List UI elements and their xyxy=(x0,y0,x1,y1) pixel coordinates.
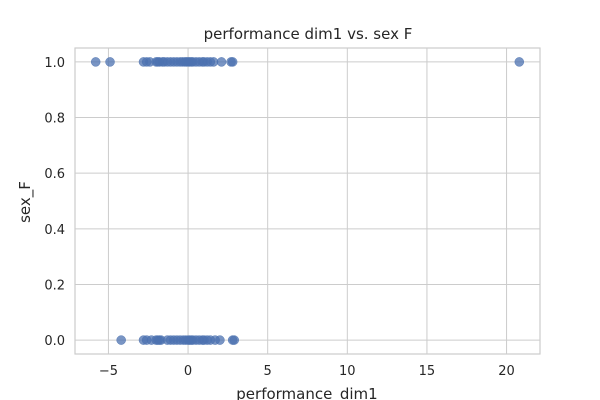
y-tick-label: 0.6 xyxy=(44,167,65,182)
data-point xyxy=(514,57,525,67)
data-points xyxy=(90,57,525,345)
data-point xyxy=(229,335,239,345)
y-tick-label: 0.0 xyxy=(44,334,65,349)
data-point xyxy=(227,57,238,67)
data-point xyxy=(216,57,227,67)
plot-frame xyxy=(74,47,541,355)
y-tick-label: 0.4 xyxy=(44,223,65,238)
y-tick-label: 0.8 xyxy=(44,112,65,127)
data-point xyxy=(116,335,126,345)
x-tick-label: −5 xyxy=(99,364,118,379)
y-tick-label: 0.2 xyxy=(44,278,65,293)
x-tick-label: 5 xyxy=(264,364,272,379)
data-point xyxy=(90,57,101,67)
x-tick-label: 0 xyxy=(184,364,192,379)
x-axis-label: performance_dim1 xyxy=(236,385,377,400)
data-point xyxy=(208,57,219,67)
data-point xyxy=(105,57,115,67)
x-tick-label: 20 xyxy=(498,364,515,379)
x-tick-label: 10 xyxy=(339,364,356,379)
x-tick-label: 15 xyxy=(419,364,436,379)
grid-lines xyxy=(75,48,540,354)
y-axis-label: sex_F xyxy=(16,181,35,223)
chart-title: performance dim1 vs. sex F xyxy=(204,25,413,43)
data-point xyxy=(215,335,225,345)
y-tick-labels: 0.0 0.2 0.4 0.6 0.8 1.0 xyxy=(44,56,65,349)
y-tick-label: 1.0 xyxy=(44,56,65,71)
x-tick-labels: −5 0 5 10 15 20 xyxy=(99,364,515,379)
